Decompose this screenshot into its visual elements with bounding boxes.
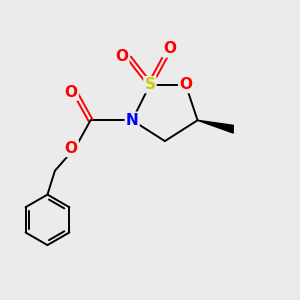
Text: O: O: [65, 85, 78, 100]
Text: O: O: [163, 41, 176, 56]
Text: O: O: [65, 141, 78, 156]
Text: N: N: [126, 113, 139, 128]
Polygon shape: [198, 120, 233, 133]
Text: O: O: [179, 77, 192, 92]
Text: O: O: [115, 49, 128, 64]
Text: S: S: [145, 77, 155, 92]
